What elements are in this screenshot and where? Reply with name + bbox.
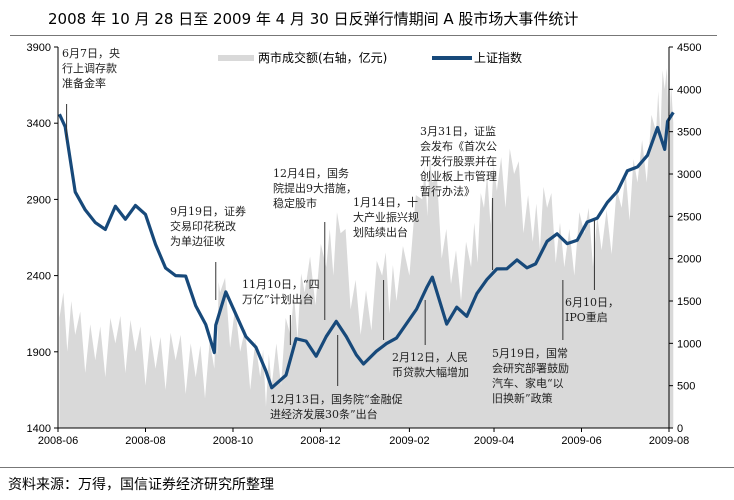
x-tick-label: 2008-12 — [300, 435, 340, 447]
annotation-text: 2月12日，人民 — [392, 351, 468, 364]
x-tick-label: 2008-10 — [213, 435, 253, 447]
annotation-text: 万亿”计划出台 — [242, 292, 314, 306]
right-tick-label: 4500 — [677, 42, 701, 54]
index-line — [57, 111, 675, 390]
annotation-text: 3月31日，证监 — [420, 125, 496, 138]
x-tick-label: 2009-04 — [474, 435, 514, 447]
annotation-text: 会研究部署鼓励 — [492, 361, 569, 375]
annotation-text: 币贷款大幅增加 — [392, 365, 469, 379]
legend-swatch-volume — [218, 55, 254, 61]
x-tick-label: 2008-08 — [125, 435, 165, 447]
annotation-text: 准备金率 — [62, 76, 106, 90]
right-tick-label: 500 — [677, 381, 695, 393]
left-tick-label: 2400 — [27, 271, 51, 283]
right-tick-label: 0 — [677, 423, 683, 435]
annotation-text: 稳定股市 — [273, 196, 317, 210]
annotation-text: 12月4日，国务 — [273, 167, 349, 180]
annotation-text: 会发布《首次公 — [420, 139, 497, 153]
annotation-text: 9月19日，证券 — [170, 204, 246, 218]
chart-title: 2008 年 10 月 28 日至 2009 年 4 月 30 日反弹行情期间 … — [48, 10, 579, 28]
annotation-text: 院提出9大措施， — [273, 181, 357, 195]
annotation-text: 行上调存款 — [62, 61, 117, 75]
annotation-text: 5月19日，国常 — [492, 347, 568, 360]
annotation-text: 暂行办法》 — [420, 184, 475, 198]
left-tick-label: 3900 — [27, 42, 51, 54]
annotation-text: 11月10日，“四 — [242, 278, 320, 291]
x-tick-label: 2008-06 — [38, 435, 78, 447]
source-note: 资料来源：万得，国信证券经济研究所整理 — [8, 477, 274, 493]
right-tick-label: 4000 — [677, 84, 701, 96]
annotation-text: 6月7日，央 — [62, 47, 120, 60]
left-tick-label: 1400 — [27, 423, 51, 435]
x-tick-label: 2009-06 — [561, 435, 601, 447]
annotation-text: 进经济发展30条”出台 — [270, 407, 378, 421]
right-tick-label: 3000 — [677, 169, 701, 181]
annotation-text: 6月10日， — [565, 296, 619, 309]
right-tick-label: 2500 — [677, 211, 701, 223]
title-divider — [10, 35, 717, 36]
right-tick-label: 3500 — [677, 127, 701, 139]
legend-label-volume: 两市成交额(右轴，亿元) — [258, 50, 387, 65]
left-tick-label: 1900 — [27, 347, 51, 359]
volume-area — [59, 68, 674, 429]
annotation-text: 旧换新”政策 — [492, 391, 553, 405]
left-tick-label: 3400 — [27, 118, 51, 130]
annotation-text: 交易印花税改 — [170, 219, 236, 233]
left-tick-label: 2900 — [27, 194, 51, 206]
source-divider — [0, 467, 734, 468]
annotation-text: 开发行股票并在 — [420, 154, 497, 168]
legend-label-index: 上证指数 — [474, 50, 522, 65]
annotation-text: 创业板上市管理 — [420, 169, 497, 183]
right-tick-label: 2000 — [677, 254, 701, 266]
annotation-text: IPO重启 — [565, 310, 608, 324]
x-tick-label: 2009-08 — [649, 435, 689, 447]
annotation-text: 12月13日，国务院“金融促 — [270, 392, 403, 406]
x-tick-label: 2009-02 — [389, 435, 429, 447]
annotation-text: 为单边征收 — [170, 234, 225, 248]
right-tick-label: 1000 — [677, 338, 701, 350]
annotation-text: 划陆续出台 — [353, 225, 408, 239]
annotation-text: 汽车、家电“以 — [492, 376, 564, 390]
right-tick-label: 1500 — [677, 296, 701, 308]
annotation-text: 1月14日，十 — [353, 195, 418, 209]
annotation-text: 大产业振兴规 — [353, 210, 419, 224]
